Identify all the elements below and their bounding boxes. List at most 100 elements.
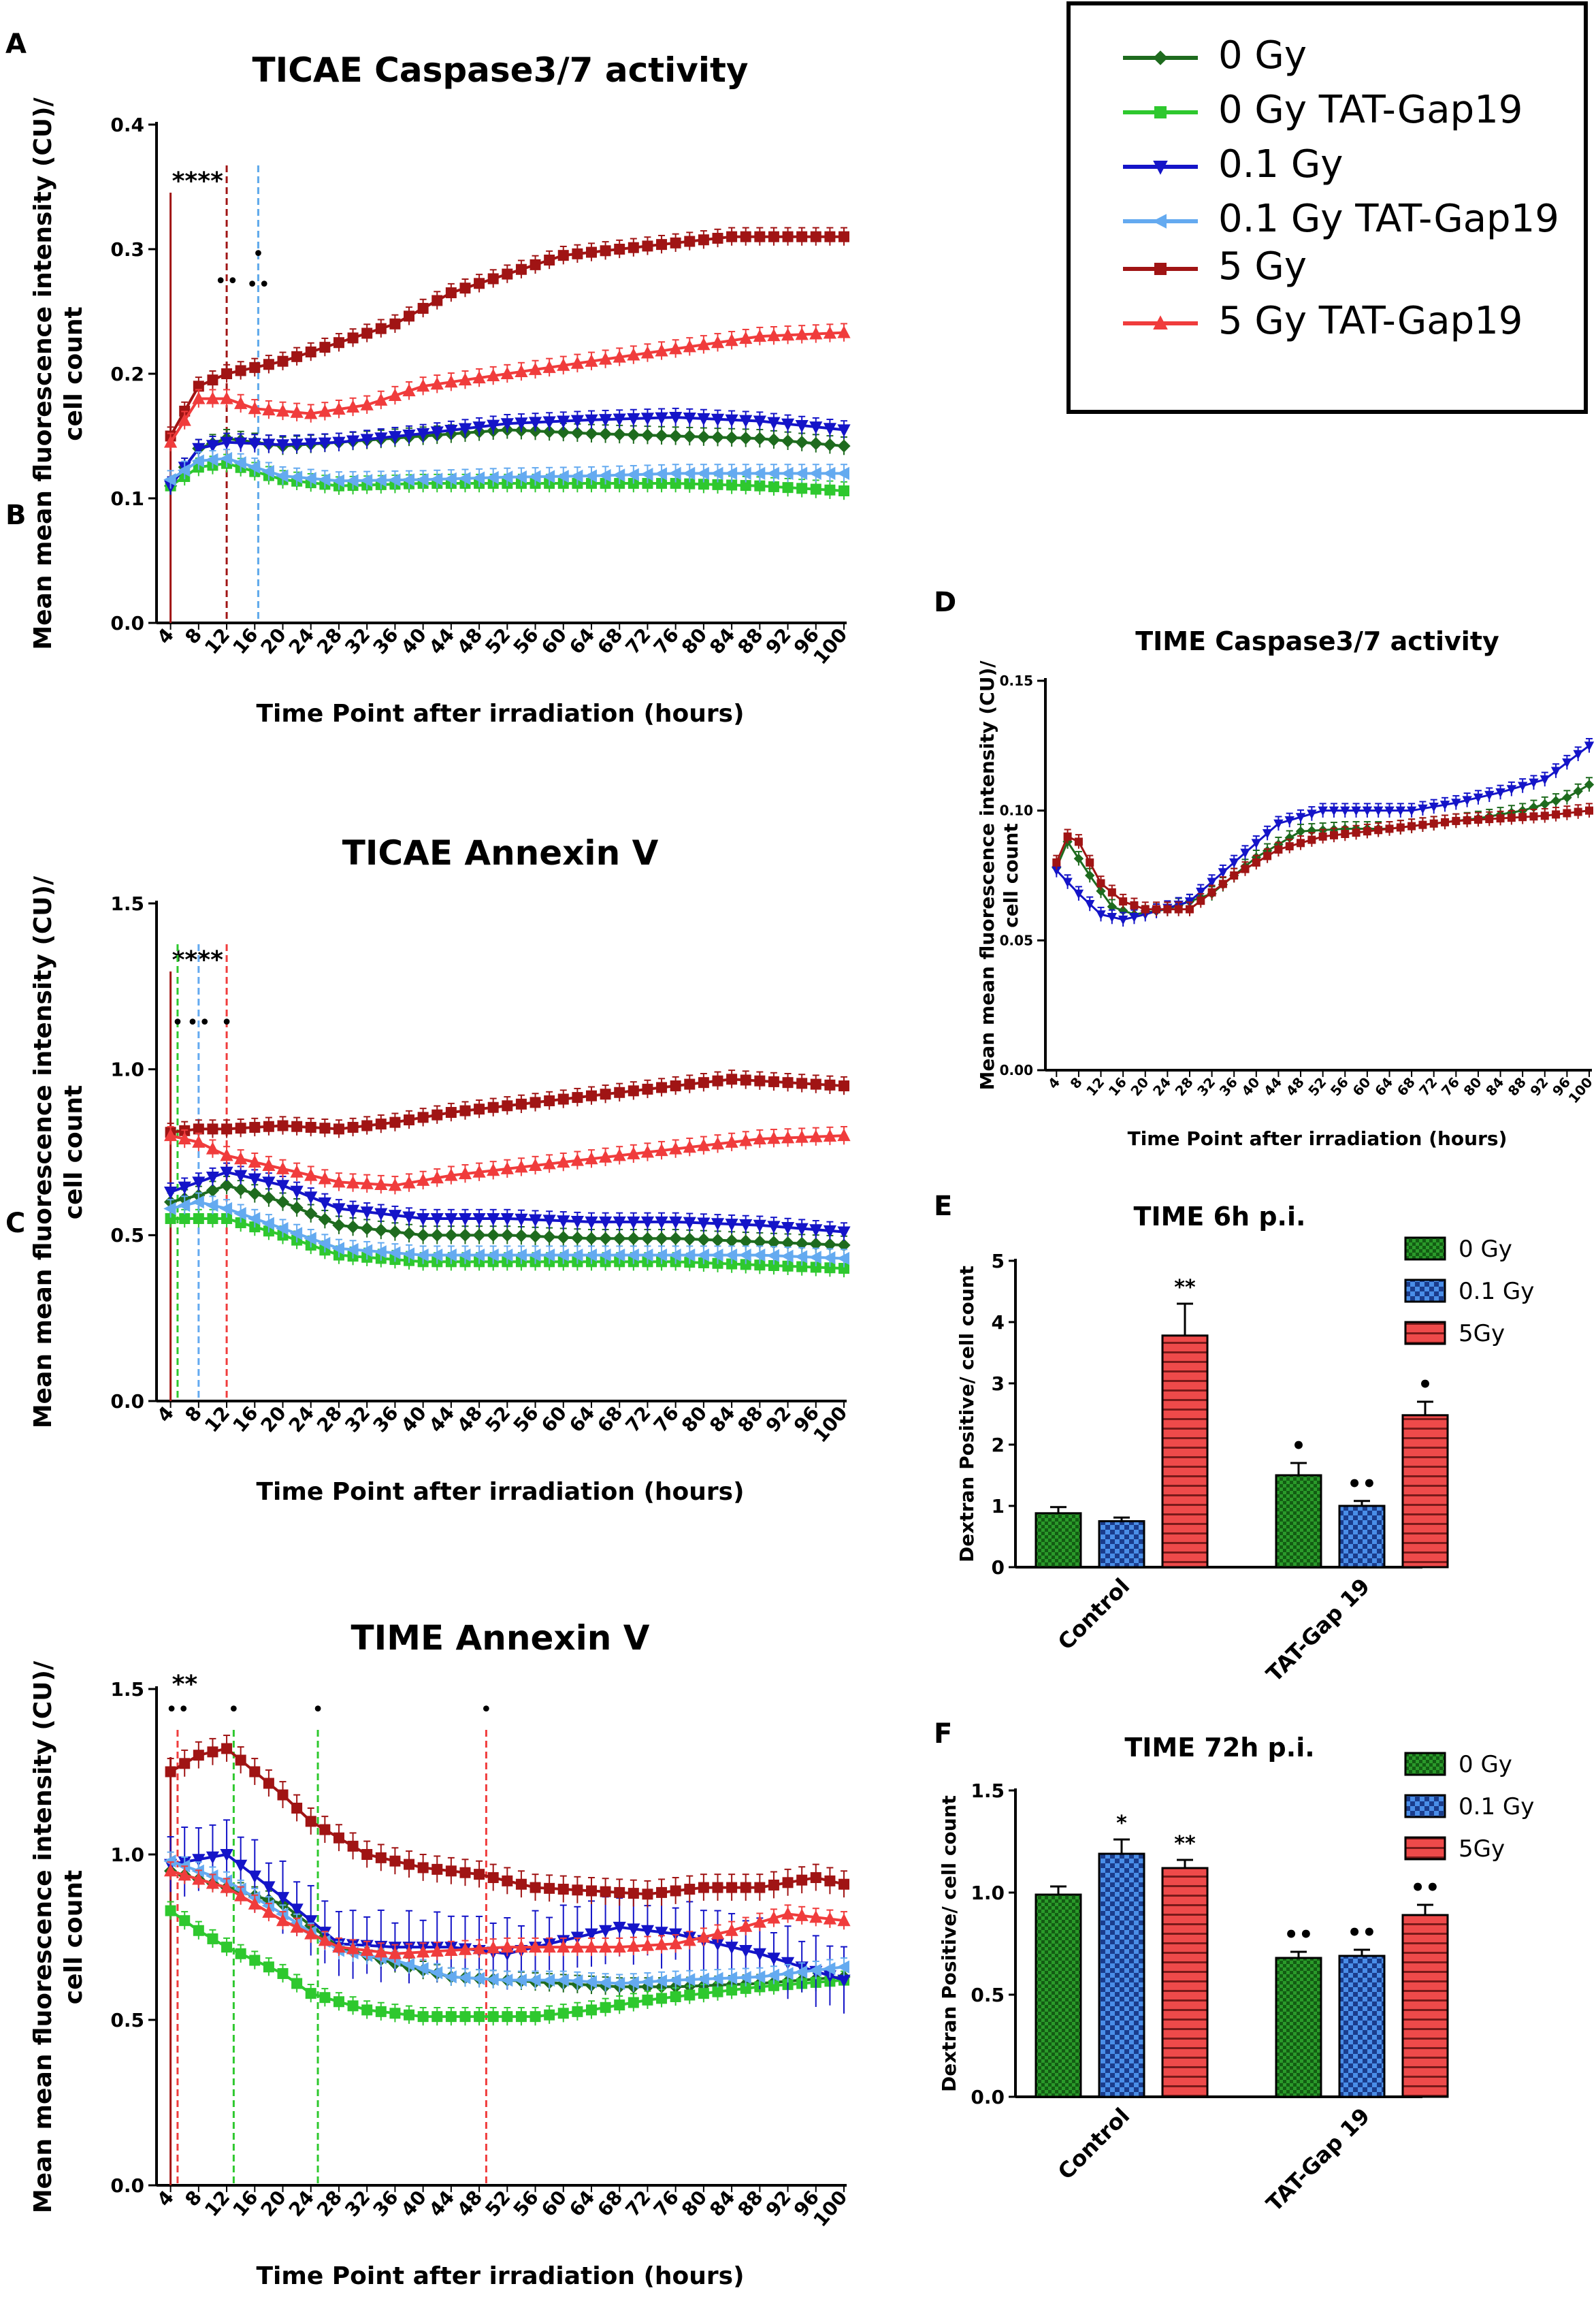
data-point	[248, 1187, 261, 1201]
data-point	[627, 1232, 640, 1245]
data-point	[417, 1173, 430, 1186]
category-label: Control	[1053, 1573, 1135, 1655]
y-tick-label: 4	[992, 1311, 1005, 1334]
y-tick-label: 0.0	[971, 2086, 1005, 2108]
data-point	[781, 1249, 794, 1263]
x-tick-label: 32	[340, 2186, 374, 2221]
data-point	[332, 1174, 346, 1188]
data-point	[670, 237, 681, 248]
y-tick-label: 1.5	[110, 1678, 144, 1701]
data-point	[234, 1183, 248, 1196]
data-point	[752, 466, 766, 480]
data-point	[683, 1140, 696, 1153]
bar-annotation: *	[1116, 1812, 1127, 1835]
data-point	[767, 328, 781, 342]
x-tick-label: 100	[809, 1402, 852, 1447]
data-point	[263, 359, 274, 370]
data-point	[276, 1180, 290, 1193]
data-point	[500, 1161, 514, 1174]
data-point	[178, 1867, 191, 1881]
y-tick-label: 0.3	[110, 238, 144, 261]
data-point	[1384, 806, 1395, 816]
panel-letters: A B C D E F	[5, 29, 956, 1750]
data-point	[669, 412, 683, 425]
data-point	[656, 1082, 668, 1093]
data-point	[1119, 897, 1128, 906]
x-tick-label: 84	[1482, 1074, 1507, 1099]
data-point	[191, 1195, 204, 1209]
data-point	[640, 428, 655, 442]
x-tick-label: 76	[649, 2186, 683, 2221]
data-point	[374, 1944, 388, 1958]
data-point	[613, 428, 626, 441]
data-point	[598, 352, 613, 365]
data-point	[698, 1882, 709, 1893]
data-point	[724, 1971, 738, 1985]
data-point	[430, 1944, 444, 1957]
data-point	[389, 2008, 401, 2019]
data-point	[1307, 809, 1317, 820]
data-point	[389, 318, 401, 329]
data-point	[262, 1158, 276, 1171]
data-point	[542, 1248, 555, 1262]
y-axis-label-line: Mean mean fluorescence intensity (CU)/	[29, 97, 57, 650]
data-point	[740, 1882, 751, 1893]
legend-label: 0 Gy TAT-Gap19	[1218, 88, 1522, 132]
data-point	[598, 1940, 613, 1953]
data-point	[544, 2009, 555, 2021]
data-point	[417, 428, 430, 441]
x-tick-label: 80	[677, 2186, 711, 2221]
data-point	[361, 327, 373, 339]
data-point	[669, 1936, 683, 1950]
data-point	[711, 413, 725, 427]
x-tick-label: 56	[1327, 1074, 1352, 1099]
data-point	[682, 466, 696, 480]
data-point	[1550, 767, 1561, 777]
data-point	[431, 1863, 443, 1875]
x-tick-label: 76	[1438, 1074, 1463, 1099]
significance-marks: ****•••••	[169, 165, 270, 623]
y-axis-label-line: cell count	[60, 306, 88, 441]
data-point	[360, 1206, 374, 1219]
data-point	[668, 1248, 681, 1262]
y-tick-label: 0.10	[1000, 803, 1033, 819]
data-point	[474, 1869, 485, 1880]
data-point	[472, 1165, 486, 1178]
significance-stars: ****	[172, 167, 223, 195]
data-point	[725, 1219, 738, 1232]
data-point	[542, 360, 556, 373]
bar-annotation: •	[1418, 1371, 1433, 1398]
x-tick-label: 92	[762, 624, 796, 658]
bar	[1401, 1914, 1449, 2098]
data-point	[1096, 910, 1106, 920]
data-point	[347, 2000, 359, 2012]
x-tick-label: 28	[312, 2186, 346, 2221]
data-point	[1418, 804, 1428, 814]
data-point	[809, 1251, 821, 1264]
data-point	[711, 1136, 725, 1150]
data-point	[164, 1186, 178, 1200]
data-point	[585, 354, 598, 367]
data-point	[837, 1226, 851, 1239]
chart-title: TIME 72h p.i.	[1124, 1733, 1314, 1763]
data-point	[333, 1832, 344, 1844]
data-point	[1352, 829, 1361, 837]
data-point	[235, 1217, 246, 1229]
data-point	[474, 2011, 485, 2023]
data-point	[459, 1867, 471, 1878]
bar	[1275, 1474, 1322, 1569]
data-point	[837, 1974, 851, 1988]
data-point	[206, 1876, 220, 1889]
x-tick-label: 20	[257, 1402, 291, 1436]
data-point	[1218, 868, 1228, 878]
data-point	[178, 1131, 191, 1145]
significance-marks: **•• • • •	[165, 1671, 492, 2185]
data-point	[346, 400, 360, 413]
chart-title: TIME 6h p.i.	[1134, 1202, 1306, 1232]
data-point	[823, 326, 836, 339]
data-point	[472, 1212, 486, 1226]
data-point	[1252, 858, 1260, 867]
data-point	[781, 434, 795, 448]
series-5-gy	[165, 1070, 849, 1142]
data-point	[207, 1746, 218, 1758]
